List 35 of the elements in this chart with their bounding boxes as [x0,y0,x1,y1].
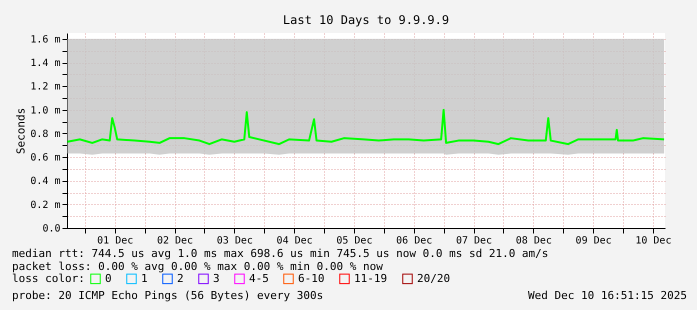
legend-label: 2 [177,272,184,285]
text: packet loss: 0.00 % avg 0.00 % max 0.00 % min 0.00 % now [12,260,384,273]
chart-title: Last 10 Days to 9.9.9.9 [282,13,450,27]
y-tick-label: 0.8 m [30,128,60,140]
text: Wed Dec 10 16:51:15 2025 [528,289,687,302]
y-tick-label: 0.4 m [30,176,60,188]
legend-label: 20/20 [417,272,450,285]
text: probe: 20 ICMP Echo Pings (56 Bytes) every 300s [12,289,324,302]
y-tick-label: 1.4 m [30,58,60,70]
x-tick-label: 07 Dec [456,236,492,246]
y-tick-label: 0.0 [42,224,60,234]
line-series [66,108,666,146]
x-tick-label: 08 Dec [516,236,552,246]
y-tick-label: 1.0 m [30,105,60,116]
x-tick-label: 01 Dec [97,236,134,246]
legend-label: 4-5 [249,272,269,285]
y-tick-label: 0.2 m [30,200,60,211]
x-tick-label: 09 Dec [576,236,612,246]
legend-title: loss color: [12,272,85,285]
y-tick-label: 1.6 m [30,34,60,46]
legend-label: 0 [105,272,112,285]
text: median rtt: 744.5 us avg 1.0 ms max 698.6 us min 745.5 us now 0.0 ms sd 21.0 am/s [12,247,548,260]
legend-label: 6-10 [298,272,324,285]
legend-label: 1 [141,272,148,285]
y-axis-title: Seconds [14,108,28,154]
y-tick-label: 1.2 m [30,82,60,93]
x-tick-label: 03 Dec [216,236,253,246]
y-tick-label: 0.6 m [30,152,60,164]
x-tick-label: 02 Dec [156,236,194,246]
x-tick-label: 06 Dec [396,236,432,246]
x-tick-label: 04 Dec [276,236,313,246]
x-tick-label: 05 Dec [336,236,372,246]
x-tick-label: 10 Dec [635,236,672,246]
legend-label: 11-19 [354,272,388,285]
legend-label: 3 [213,272,220,285]
